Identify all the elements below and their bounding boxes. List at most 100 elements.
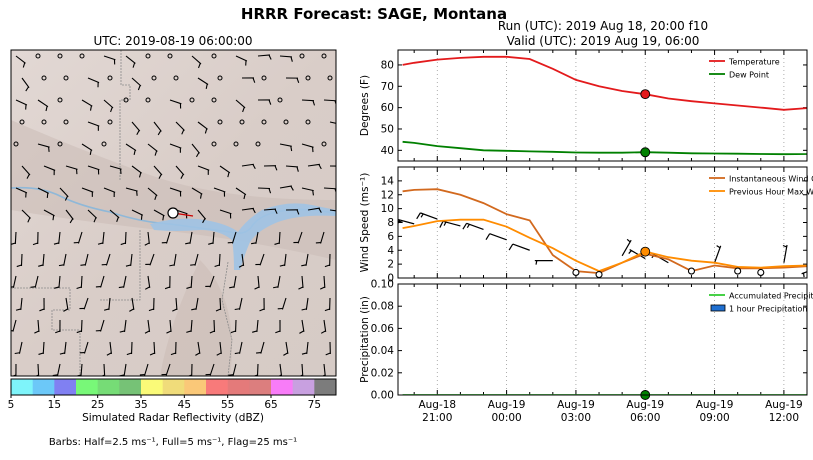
map-wind-barb-feather [133, 149, 136, 156]
map-wind-barb-feather [202, 218, 206, 224]
map-wind-barb [278, 231, 281, 245]
map-wind-barb [194, 253, 199, 266]
calm-circle [151, 75, 157, 81]
map-wind-barb [259, 253, 265, 266]
map-wind-barb [130, 253, 133, 266]
map-wind-barb [238, 297, 243, 310]
map-wind-barb-feather [278, 374, 282, 376]
map-wind-barb [123, 319, 127, 332]
x-tick-label-time: 21:00 [422, 412, 452, 424]
map-features [11, 50, 342, 376]
map-wind-barb [297, 231, 303, 244]
map-wind-barb [323, 363, 326, 376]
wind-panel: 0 2 4 6 8 10 12 14 Wind Speed (ms⁻¹) Instantaneou… [359, 166, 813, 285]
series-wind-barb [629, 249, 646, 260]
map-wind-barb [87, 209, 98, 219]
calm-circle [299, 53, 305, 59]
colorbar-frame [10, 378, 337, 396]
calm-circle [305, 119, 311, 125]
map-wind-barb-feather [299, 374, 303, 376]
map-wind-barb [323, 319, 327, 332]
map-wind-barb-feather [252, 208, 256, 214]
map-wind-barb [301, 319, 305, 332]
map-wind-barb-feather [76, 286, 82, 290]
map-wind-barb-feather [273, 286, 279, 289]
map-wind-barb-feather [197, 63, 201, 69]
map-wind-barb [103, 363, 106, 376]
legend-label: Instantaneous Wind Gust [729, 175, 813, 184]
map-wind-barb [103, 55, 116, 61]
map-wind-barb-feather [162, 215, 165, 221]
map-wind-barb [81, 143, 93, 151]
map-wind-barb [279, 55, 293, 58]
map-wind-barb [284, 253, 287, 266]
calm-circle [145, 53, 151, 59]
map-wind-barb [301, 363, 304, 376]
map-wind-barb-feather [55, 330, 61, 334]
series-wind-barb [512, 243, 530, 251]
map-wind-barb-feather [234, 308, 240, 311]
map-wind-barb-feather [312, 190, 314, 196]
series-wind-barb-half [809, 244, 812, 246]
map-wind-barb [301, 143, 314, 148]
map-wind-barb [21, 165, 31, 176]
map-wind-barb [233, 275, 237, 288]
map-wind-barb [277, 275, 281, 288]
map-wind-barb [212, 231, 215, 245]
map-wind-barb [65, 297, 69, 310]
map-wind-barb-feather [341, 212, 342, 217]
y-tick-label: 40 [381, 145, 394, 157]
calm-circle [173, 75, 179, 81]
map-wind-barb [20, 253, 23, 267]
x-tick-label-time: 00:00 [491, 412, 521, 424]
map-wind-barb [147, 187, 158, 197]
map-wind-barb [15, 187, 28, 194]
y-axis-label: Degrees (F) [359, 75, 371, 136]
map-wind-barb-feather [190, 264, 196, 266]
colorbar-swatch [54, 379, 77, 395]
calm-circle [35, 53, 41, 59]
calm-circle [107, 75, 113, 81]
x-tick-label-time: 03:00 [561, 412, 591, 424]
colorbar-swatch [97, 379, 120, 395]
map-wind-barb-feather [252, 164, 256, 170]
map-wind-barb-feather [301, 264, 307, 267]
map-wind-barb [209, 275, 215, 288]
series-wind-barb-half [535, 260, 538, 265]
map-wind-barb [21, 77, 30, 89]
series-wind-barb-full [485, 233, 491, 240]
map-wind-barb [191, 55, 202, 65]
valid-time-marker [640, 246, 651, 257]
map-wind-barb [123, 275, 127, 288]
map-wind-barb-feather [204, 128, 208, 134]
map-border-1 [119, 50, 131, 180]
calm-circle [233, 141, 239, 147]
map-wind-barb-feather [243, 194, 246, 200]
map-wind-barb-feather [125, 264, 131, 267]
y-tick-label: 0 [387, 273, 394, 285]
map-wind-barb [12, 275, 17, 288]
map-wind-barb [80, 275, 83, 289]
map-wind-barb-feather [290, 145, 293, 152]
map-wind-barb [190, 275, 193, 289]
map-wind-barb [103, 99, 114, 109]
legend-label: Previous Hour Max Wind [729, 188, 813, 197]
map-wind-barb-feather [52, 374, 58, 376]
map-wind-barb [37, 319, 40, 333]
map-wind-barb-feather [186, 330, 192, 333]
calm-circle [327, 75, 333, 81]
map-reservoir [150, 203, 336, 270]
map-wind-barb-feather [106, 352, 112, 356]
map-wind-barb [77, 231, 83, 244]
map-wind-barbs [11, 53, 342, 376]
colorbar-swatch [227, 379, 250, 395]
map-wind-barb [58, 275, 61, 289]
map-wind-barb-feather [230, 330, 236, 334]
calm-circle [217, 119, 223, 125]
map-wind-barb [305, 297, 309, 310]
map-wind-barb [100, 319, 105, 332]
map-wind-barb-feather [16, 264, 22, 268]
colorbar-swatch [76, 379, 98, 395]
map-wind-barb [18, 341, 23, 354]
